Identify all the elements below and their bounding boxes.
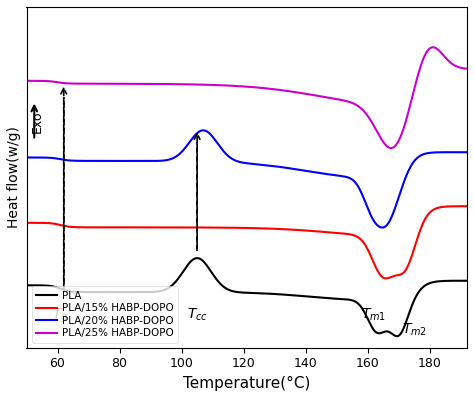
Text: $T_{m1}$: $T_{m1}$ [361, 306, 387, 323]
PLA [452, 278, 457, 283]
PLA/25% HABP-DOPO [388, 146, 394, 150]
PLA/15% HABP-DOPO [238, 226, 244, 230]
PLA/25% HABP-DOPO [464, 66, 470, 71]
PLA/15% HABP-DOPO [451, 204, 457, 209]
PLA [464, 278, 470, 283]
Text: Exo: Exo [31, 110, 44, 133]
PLA/15% HABP-DOPO [46, 221, 52, 226]
Line: PLA/20% HABP-DOPO: PLA/20% HABP-DOPO [27, 130, 467, 228]
PLA/15% HABP-DOPO [24, 220, 29, 225]
PLA/20% HABP-DOPO [379, 225, 385, 230]
Text: $T_g$: $T_g$ [53, 306, 69, 325]
PLA [371, 327, 376, 332]
PLA/25% HABP-DOPO [452, 63, 457, 68]
PLA [24, 283, 29, 288]
PLA/15% HABP-DOPO [462, 204, 467, 209]
PLA [194, 256, 200, 261]
PLA/15% HABP-DOPO [383, 276, 389, 281]
PLA/20% HABP-DOPO [238, 160, 244, 165]
Legend: PLA, PLA/15% HABP-DOPO, PLA/20% HABP-DOPO, PLA/25% HABP-DOPO: PLA, PLA/15% HABP-DOPO, PLA/20% HABP-DOP… [32, 287, 178, 343]
Line: PLA/25% HABP-DOPO: PLA/25% HABP-DOPO [27, 47, 467, 148]
PLA/25% HABP-DOPO [24, 78, 29, 83]
PLA/25% HABP-DOPO [226, 83, 232, 88]
PLA/20% HABP-DOPO [371, 218, 376, 223]
PLA/15% HABP-DOPO [452, 204, 457, 209]
PLA/20% HABP-DOPO [452, 150, 457, 154]
PLA [394, 334, 400, 339]
PLA/25% HABP-DOPO [430, 45, 436, 50]
PLA/20% HABP-DOPO [227, 154, 232, 159]
Line: PLA: PLA [27, 258, 467, 336]
PLA/15% HABP-DOPO [226, 225, 232, 230]
PLA/15% HABP-DOPO [371, 259, 376, 264]
PLA/20% HABP-DOPO [452, 150, 457, 154]
PLA [238, 290, 244, 295]
PLA/25% HABP-DOPO [46, 79, 52, 84]
PLA [452, 278, 457, 283]
Line: PLA/15% HABP-DOPO: PLA/15% HABP-DOPO [27, 206, 467, 279]
PLA/20% HABP-DOPO [464, 150, 470, 155]
PLA [227, 288, 232, 293]
PLA/20% HABP-DOPO [46, 155, 52, 160]
PLA/25% HABP-DOPO [371, 123, 376, 127]
PLA/25% HABP-DOPO [238, 84, 244, 89]
X-axis label: Temperature(°C): Temperature(°C) [183, 376, 310, 391]
PLA/20% HABP-DOPO [24, 155, 29, 160]
Text: $T_{cc}$: $T_{cc}$ [187, 306, 208, 323]
PLA/20% HABP-DOPO [201, 128, 206, 133]
PLA/15% HABP-DOPO [464, 204, 470, 209]
Text: $T_{m2}$: $T_{m2}$ [402, 322, 427, 338]
PLA/25% HABP-DOPO [452, 63, 457, 68]
Y-axis label: Heat flow(w/g): Heat flow(w/g) [7, 127, 21, 228]
PLA [46, 283, 52, 288]
